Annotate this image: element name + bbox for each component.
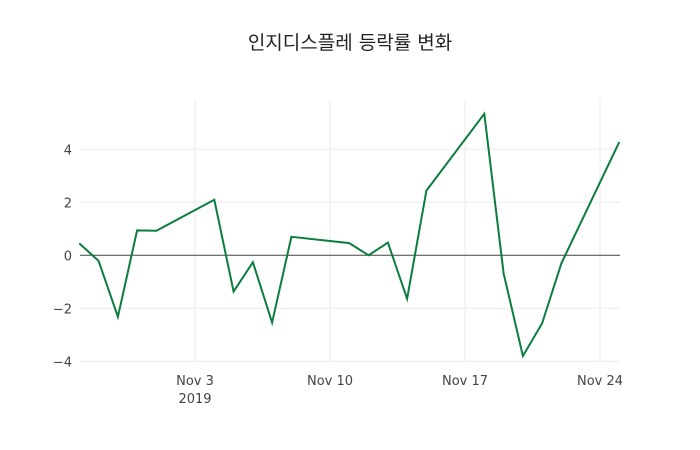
y-tick-label: 0 xyxy=(64,249,72,264)
y-axis-ticks: −4 −2 0 2 4 xyxy=(53,143,72,370)
grid-lines xyxy=(80,100,620,362)
x-tick-label: Nov 24 xyxy=(577,374,623,389)
x-tick-label: 2019 xyxy=(178,392,211,407)
data-series-line xyxy=(78,111,621,359)
x-axis-ticks: Nov 3 2019 Nov 10 Nov 17 Nov 24 xyxy=(176,374,623,407)
y-tick-label: −4 xyxy=(53,355,72,370)
chart-title: 인지디스플레 등락률 변화 xyxy=(247,32,453,54)
y-tick-label: −2 xyxy=(53,302,72,317)
x-tick-label: Nov 17 xyxy=(442,374,488,389)
y-tick-label: 4 xyxy=(64,143,72,158)
y-tick-label: 2 xyxy=(64,196,72,211)
x-tick-label: Nov 3 xyxy=(176,374,214,389)
x-tick-label: Nov 10 xyxy=(307,374,353,389)
